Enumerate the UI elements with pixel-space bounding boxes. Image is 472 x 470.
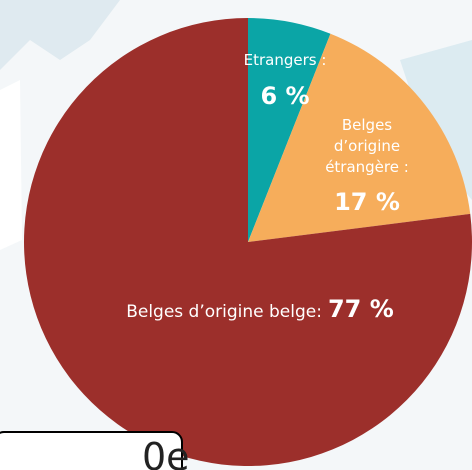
slice-label-row: Belges d’origine belge: 77 % (70, 292, 450, 329)
slice-label: Etrangers : (243, 51, 327, 69)
map-shape (0, 0, 120, 70)
overlay-box (0, 431, 183, 470)
map-shape (0, 80, 22, 250)
value-label: 6 % (260, 82, 310, 110)
overlay-text: 0e (142, 435, 190, 470)
slice-label: Belges d’origine étrangère : (325, 116, 409, 176)
pie-slice (24, 18, 472, 466)
pie-slice (248, 33, 471, 242)
pie-slice (248, 18, 331, 242)
pie (24, 18, 472, 466)
value-label: 17 % (334, 188, 400, 216)
value-label: 77 % (327, 295, 394, 323)
slice-label: Belges d’origine belge: (126, 302, 322, 322)
